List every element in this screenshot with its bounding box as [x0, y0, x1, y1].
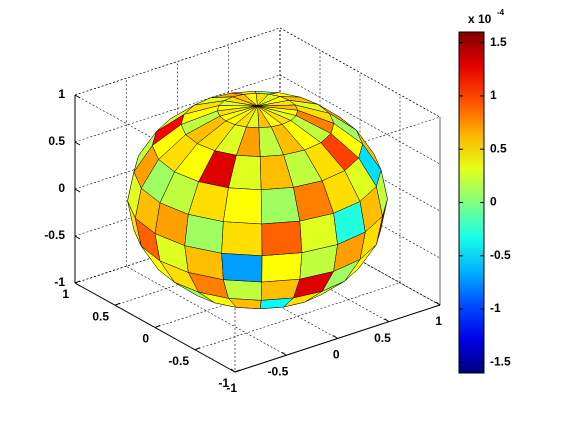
y-tick	[154, 325, 161, 328]
z-tick-label: 0.5	[48, 134, 65, 148]
colorbar-tick-label: 1	[490, 88, 497, 102]
surface-patch	[223, 187, 263, 225]
colorbar-tick-label: -0.5	[490, 248, 511, 262]
x-tick	[435, 301, 441, 306]
z-tick-label: 1	[58, 87, 65, 101]
y-tick	[114, 302, 121, 306]
x-tick	[333, 335, 338, 339]
z-tick	[74, 188, 81, 193]
grid-line	[279, 74, 441, 165]
grid-line	[126, 265, 287, 356]
y-tick	[194, 347, 201, 351]
z-tick-label: 0	[58, 181, 65, 195]
x-tick	[384, 318, 390, 323]
grid-line	[279, 121, 441, 212]
colorbar-tick-label: 1.5	[490, 35, 507, 49]
y-tick	[234, 369, 241, 373]
colorbar-exponent: -4	[497, 8, 505, 17]
y-tick-label: 0	[142, 332, 149, 346]
surface-patch	[261, 220, 303, 256]
z-tick	[74, 141, 81, 146]
surface-patch	[260, 187, 301, 225]
grid-line	[279, 27, 441, 118]
y-tick-label: -1	[218, 376, 229, 390]
x-tick	[230, 368, 236, 373]
colorbar-label: x 10	[468, 12, 492, 26]
surface-patch	[261, 252, 303, 283]
x-tick	[281, 351, 287, 356]
y-tick-label: -0.5	[168, 354, 189, 368]
z-tick	[74, 94, 81, 99]
x-tick-label: -0.5	[268, 364, 289, 378]
z-tick-label: -1	[54, 275, 65, 289]
y-tick-label: 1	[62, 287, 69, 301]
z-tick	[74, 235, 81, 240]
x-tick-label: 0.5	[374, 331, 391, 345]
z-tick	[74, 282, 81, 287]
y-tick	[74, 280, 81, 284]
surface-patch	[223, 279, 263, 301]
grid-line	[279, 215, 441, 306]
colorbar-tick-label: 0.5	[490, 141, 507, 155]
colorbar-tick-label: -1	[490, 301, 501, 315]
surface-patch	[221, 252, 263, 283]
surface-patch	[221, 221, 263, 256]
colorbar-tick-label: -1.5	[490, 355, 511, 369]
x-tick-label: 0	[333, 348, 340, 362]
y-tick-label: 0.5	[92, 309, 109, 323]
x-tick-label: 1	[435, 314, 442, 328]
grid-line	[279, 168, 441, 259]
colorbar-tick-label: 0	[490, 195, 497, 209]
x-tick-label: -1	[226, 381, 237, 395]
z-tick-label: -0.5	[44, 228, 65, 242]
